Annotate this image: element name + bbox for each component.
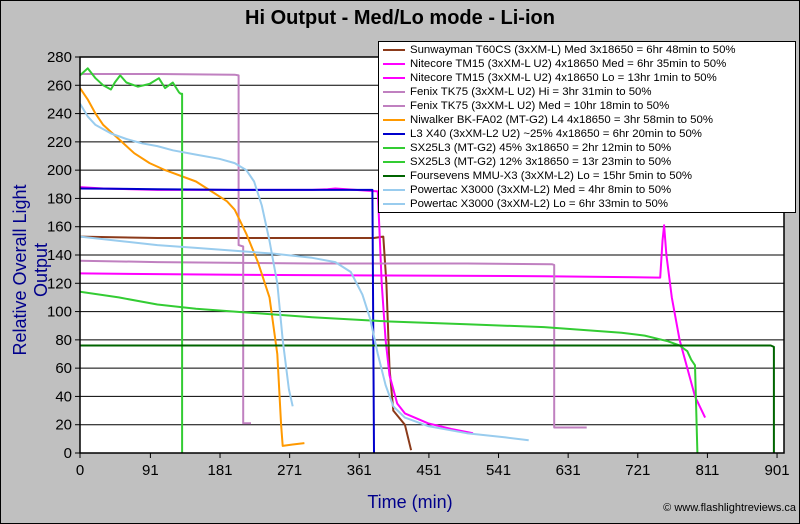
legend-swatch [383,63,405,65]
y-tick-label: 120 [47,275,72,292]
legend-label: Fenix TK75 (3xXM-L U2) Hi = 3hr 31min to… [410,86,652,98]
y-tick-label: 160 [47,219,72,236]
legend-item: Nitecore TM15 (3xXM-L U2) 4x18650 Lo = 1… [383,71,795,85]
legend-label: Nitecore TM15 (3xXM-L U2) 4x18650 Med = … [410,58,727,70]
y-tick-label: 100 [47,304,72,321]
legend-swatch [383,119,405,121]
y-tick-label: 60 [55,360,72,377]
legend-swatch [383,203,405,205]
legend-swatch [383,161,405,163]
y-tick-label: 200 [47,162,72,179]
legend-swatch [383,133,405,135]
series-line-3 [80,224,707,419]
legend-item: Powertac X3000 (3xXM-L2) Med = 4hr 8min … [383,183,795,197]
x-tick-label: 451 [416,462,441,479]
series-line-11 [80,103,294,407]
y-tick-label: 0 [64,445,72,462]
series-line-9 [80,290,699,453]
series-line-4 [80,73,251,425]
x-tick-label: 91 [142,462,159,479]
legend-label: Foursevens MMU-X3 (3xXM-L2) Lo = 15hr 5m… [410,170,693,182]
legend-item: Fenix TK75 (3xXM-L U2) Med = 10hr 18min … [383,99,795,113]
legend-swatch [383,189,405,191]
legend-item: Foursevens MMU-X3 (3xXM-L2) Lo = 15hr 5m… [383,169,795,183]
y-tick-label: 180 [47,190,72,207]
legend-label: Niwalker BK-FA02 (MT-G2) L4 4x18650 = 3h… [410,114,713,126]
chart-title: Hi Output - Med/Lo mode - Li-ion [245,7,555,29]
y-tick-label: 280 [47,49,72,66]
copyright-notice: © www.flashlightreviews.ca [663,502,796,514]
x-tick-label: 361 [347,462,372,479]
legend-item: Powertac X3000 (3xXM-L2) Lo = 6hr 33min … [383,197,795,211]
legend-item: L3 X40 (3xXM-L2 U2) ~25% 4x18650 = 6hr 2… [383,127,795,141]
x-tick-label: 541 [486,462,511,479]
series-line-1 [80,235,413,451]
y-tick-label: 220 [47,134,72,151]
x-tick-label: 901 [765,462,790,479]
series-line-5 [80,259,587,429]
x-tick-label: 631 [556,462,581,479]
x-tick-label: 271 [277,462,302,479]
y-tick-label: 40 [55,388,72,405]
x-tick-label: 0 [76,462,84,479]
x-tick-label: 811 [695,462,719,479]
y-tick-label: 260 [47,77,72,94]
legend-item: SX25L3 (MT-G2) 45% 3x18650 = 2hr 12min t… [383,141,795,155]
series-line-12 [80,235,529,442]
legend-swatch [383,105,405,107]
legend-item: Sunwayman T60CS (3xXM-L) Med 3x18650 = 6… [383,43,795,57]
y-tick-label: 240 [47,106,72,123]
legend-item: SX25L3 (MT-G2) 12% 3x18650 = 13r 23min t… [383,155,795,169]
x-tick-label: 181 [208,462,233,479]
legend-item: Niwalker BK-FA02 (MT-G2) L4 4x18650 = 3h… [383,113,795,127]
legend-label: Nitecore TM15 (3xXM-L U2) 4x18650 Lo = 1… [410,72,717,84]
series-line-7 [80,187,375,453]
legend-swatch [383,91,405,93]
legend: Sunwayman T60CS (3xXM-L) Med 3x18650 = 6… [378,41,796,213]
legend-label: SX25L3 (MT-G2) 45% 3x18650 = 2hr 12min t… [410,142,672,154]
y-tick-label: 140 [47,247,72,264]
series-line-10 [80,344,775,453]
legend-label: L3 X40 (3xXM-L2 U2) ~25% 4x18650 = 6hr 2… [410,128,702,140]
series-line-6 [80,87,305,447]
legend-label: SX25L3 (MT-G2) 12% 3x18650 = 13r 23min t… [410,156,672,168]
legend-swatch [383,175,405,177]
y-tick-label: 80 [55,332,72,349]
legend-swatch [383,147,405,149]
series-line-8 [80,67,184,453]
x-tick-label: 721 [625,462,650,479]
legend-label: Fenix TK75 (3xXM-L U2) Med = 10hr 18min … [410,100,670,112]
legend-item: Nitecore TM15 (3xXM-L U2) 4x18650 Med = … [383,57,795,71]
legend-swatch [383,49,405,51]
legend-item: Fenix TK75 (3xXM-L U2) Hi = 3hr 31min to… [383,85,795,99]
legend-label: Powertac X3000 (3xXM-L2) Med = 4hr 8min … [410,184,672,196]
legend-swatch [383,77,405,79]
legend-label: Sunwayman T60CS (3xXM-L) Med 3x18650 = 6… [410,44,736,56]
y-tick-label: 20 [55,417,72,434]
legend-label: Powertac X3000 (3xXM-L2) Lo = 6hr 33min … [410,198,669,210]
x-axis-label: Time (min) [367,492,453,512]
